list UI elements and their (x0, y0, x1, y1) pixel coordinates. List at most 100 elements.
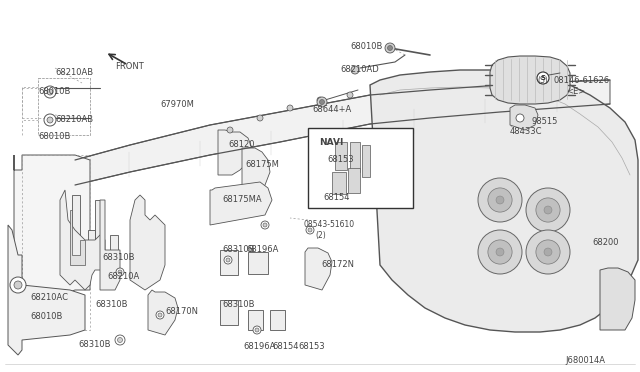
Text: 68010B: 68010B (350, 42, 382, 51)
Polygon shape (60, 190, 105, 290)
Polygon shape (305, 248, 332, 290)
Polygon shape (600, 268, 635, 330)
Circle shape (44, 114, 56, 126)
Text: 68310B: 68310B (95, 300, 127, 309)
Text: 68120: 68120 (228, 140, 255, 149)
Text: 68175M: 68175M (245, 160, 279, 169)
Bar (350, 142, 360, 172)
Text: 68154: 68154 (272, 342, 298, 351)
Polygon shape (218, 130, 252, 175)
Circle shape (488, 188, 512, 212)
Circle shape (387, 45, 392, 51)
Text: 68210A: 68210A (107, 272, 140, 281)
Circle shape (496, 196, 504, 204)
Circle shape (351, 66, 359, 74)
Text: NAVI: NAVI (319, 138, 344, 147)
Text: 68310B: 68310B (102, 253, 134, 262)
Text: 68210AB: 68210AB (55, 115, 93, 124)
Circle shape (116, 268, 124, 276)
Text: 68175MA: 68175MA (222, 195, 262, 204)
Circle shape (226, 258, 230, 262)
Text: 68196A: 68196A (243, 342, 275, 351)
Circle shape (118, 337, 122, 343)
Text: 68210AD: 68210AD (340, 65, 379, 74)
Polygon shape (95, 200, 118, 265)
Text: 48433C: 48433C (510, 127, 543, 136)
Text: 68010B: 68010B (38, 132, 70, 141)
Circle shape (156, 311, 164, 319)
Polygon shape (242, 148, 270, 195)
Polygon shape (100, 200, 120, 290)
Circle shape (478, 178, 522, 222)
Text: <E>: <E> (566, 87, 585, 96)
Text: 68010B: 68010B (38, 87, 70, 96)
Bar (248, 310, 263, 330)
Text: 68153: 68153 (298, 342, 324, 351)
Text: 67970M: 67970M (160, 100, 194, 109)
Circle shape (263, 223, 267, 227)
Polygon shape (210, 182, 272, 225)
Text: 68154: 68154 (323, 193, 349, 202)
Circle shape (10, 277, 26, 293)
Circle shape (47, 89, 53, 95)
Polygon shape (72, 195, 95, 260)
Circle shape (253, 326, 261, 334)
Text: 68210AC: 68210AC (30, 293, 68, 302)
Polygon shape (75, 80, 610, 185)
Circle shape (47, 117, 53, 123)
Text: (S): (S) (537, 76, 548, 85)
Text: 68310B: 68310B (222, 245, 255, 254)
Circle shape (544, 206, 552, 214)
Text: 68153: 68153 (327, 155, 354, 164)
Polygon shape (370, 70, 638, 332)
Circle shape (537, 72, 549, 84)
Circle shape (496, 248, 504, 256)
Circle shape (224, 256, 232, 264)
Circle shape (115, 335, 125, 345)
Polygon shape (130, 195, 165, 290)
Polygon shape (510, 105, 538, 130)
Circle shape (526, 188, 570, 232)
Circle shape (385, 43, 395, 53)
Circle shape (14, 281, 22, 289)
Text: 68172N: 68172N (321, 260, 354, 269)
Bar (308, 128, 413, 208)
Bar (248, 252, 268, 274)
Bar (362, 145, 370, 177)
Circle shape (287, 105, 293, 111)
Circle shape (347, 92, 353, 98)
Circle shape (516, 114, 524, 122)
Text: 68644+A: 68644+A (312, 105, 351, 114)
Polygon shape (70, 210, 85, 265)
Circle shape (317, 97, 323, 103)
Circle shape (544, 248, 552, 256)
Text: 68010B: 68010B (30, 312, 62, 321)
Bar (332, 172, 346, 194)
Bar (348, 168, 360, 193)
Text: 68310B: 68310B (78, 340, 111, 349)
Text: 68196A: 68196A (246, 245, 278, 254)
Text: FRONT: FRONT (115, 62, 144, 71)
Text: 98515: 98515 (532, 117, 558, 126)
Text: J680014A: J680014A (565, 356, 605, 365)
Circle shape (536, 240, 560, 264)
Polygon shape (148, 290, 178, 335)
Circle shape (319, 99, 324, 105)
Circle shape (478, 230, 522, 274)
Circle shape (261, 221, 269, 229)
Circle shape (306, 226, 314, 234)
Polygon shape (490, 56, 570, 104)
Bar (220, 300, 238, 325)
Circle shape (317, 97, 327, 107)
Text: 68200: 68200 (592, 238, 618, 247)
Polygon shape (14, 155, 90, 330)
Text: 68170N: 68170N (165, 307, 198, 316)
Circle shape (227, 127, 233, 133)
Bar (220, 250, 238, 275)
Circle shape (308, 228, 312, 232)
Circle shape (44, 86, 56, 98)
Circle shape (158, 313, 162, 317)
Text: S: S (541, 75, 545, 81)
Bar (270, 310, 285, 330)
Circle shape (488, 240, 512, 264)
